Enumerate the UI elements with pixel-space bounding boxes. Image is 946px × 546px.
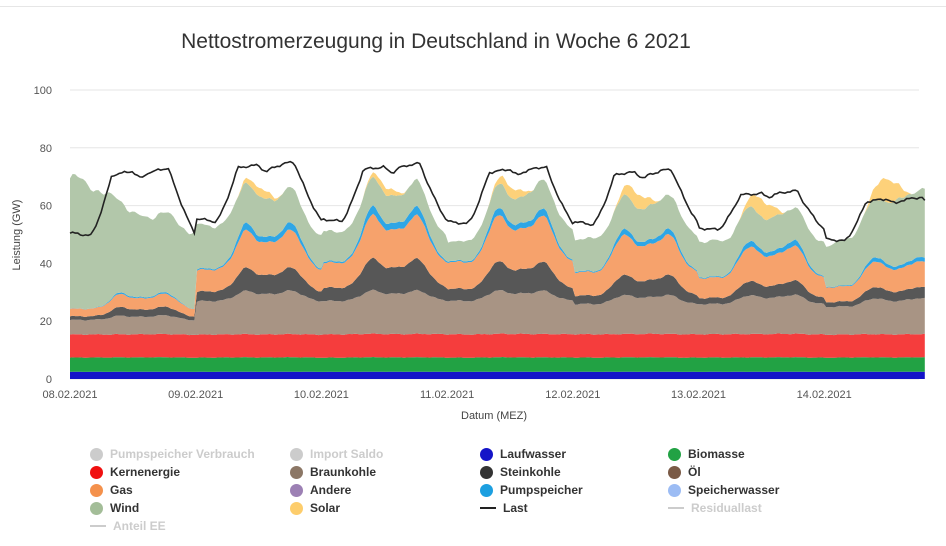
legend-item-speicherwasser[interactable]: Speicherwasser [668, 481, 779, 499]
legend-label: Biomasse [688, 447, 745, 461]
area-laufwasser [70, 371, 925, 379]
x-tick-label: 11.02.2021 [420, 389, 474, 401]
area-steinkohle [70, 257, 925, 321]
legend-label: Pumpspeicher [500, 483, 583, 497]
legend-label: Speicherwasser [688, 483, 780, 497]
legend-label: Steinkohle [500, 465, 561, 479]
area-gas [70, 213, 925, 317]
legend-label: Residuallast [691, 501, 762, 515]
y-tick-label: 100 [34, 85, 52, 97]
dot-marker-icon [480, 447, 493, 461]
x-tick-label: 14.02.2021 [797, 389, 852, 401]
legend-item-solar[interactable]: Solar [290, 499, 340, 517]
legend-label: Gas [110, 483, 133, 497]
y-tick-label: 80 [40, 143, 52, 155]
x-tick-label: 13.02.2021 [671, 389, 726, 401]
line-marker-icon [90, 525, 106, 527]
y-tick-label: 0 [46, 374, 52, 386]
legend-label: Import Saldo [310, 447, 384, 461]
legend-item-gas[interactable]: Gas [90, 481, 133, 499]
legend-label: Last [503, 501, 528, 515]
legend-item-biomasse[interactable]: Biomasse [668, 445, 745, 463]
chart: Nettostromerzeugung in Deutschland in Wo… [11, 30, 926, 422]
top-border [0, 6, 946, 7]
legend-item-kernenergie[interactable]: Kernenergie [90, 463, 180, 481]
dot-marker-icon [90, 465, 103, 479]
legend-label: Pumpspeicher Verbrauch [110, 447, 255, 461]
legend-item-laufwasser[interactable]: Laufwasser [480, 445, 566, 463]
legend-item-andere[interactable]: Andere [290, 481, 351, 499]
legend-item-anteil-ee[interactable]: Anteil EE [90, 517, 166, 535]
dot-marker-icon [480, 465, 493, 479]
dot-marker-icon [290, 501, 303, 515]
y-tick-label: 20 [40, 316, 52, 328]
dot-marker-icon [668, 465, 681, 479]
legend-label: Kernenergie [110, 465, 181, 479]
legend-item-braunkohle[interactable]: Braunkohle [290, 463, 376, 481]
area-kernenergie [70, 333, 925, 358]
dot-marker-icon [668, 447, 681, 461]
area-wind [70, 174, 925, 310]
x-tick-label: 09.02.2021 [168, 389, 223, 401]
last-line [69, 160, 926, 243]
stacked-areas [70, 172, 925, 379]
x-tick-label: 10.02.2021 [294, 389, 349, 401]
legend-item-residuallast[interactable]: Residuallast [668, 499, 762, 517]
legend-item-oel[interactable]: Öl [668, 463, 701, 481]
x-axis: 08.02.2021 09.02.2021 10.02.2021 11.02.2021… [42, 389, 851, 401]
dot-marker-icon [90, 483, 103, 497]
legend-label: Braunkohle [310, 465, 377, 479]
dot-marker-icon [668, 483, 681, 497]
dot-marker-icon [480, 483, 493, 497]
y-axis: 0 20 40 60 80 100 [34, 85, 52, 386]
line-marker-icon [480, 507, 496, 509]
legend-item-steinkohle[interactable]: Steinkohle [480, 463, 561, 481]
legend-item-wind[interactable]: Wind [90, 499, 139, 517]
x-tick-label: 12.02.2021 [545, 389, 600, 401]
dot-marker-icon [290, 465, 303, 479]
legend-item-last[interactable]: Last [480, 499, 528, 517]
legend-label: Andere [310, 483, 352, 497]
line-marker-icon [668, 507, 684, 509]
legend: Pumpspeicher Verbrauch Import Saldo Laufwa… [90, 445, 850, 535]
legend-label: Öl [688, 465, 701, 479]
area-braunkohle [70, 289, 925, 336]
legend-label: Anteil EE [113, 519, 166, 533]
x-axis-label: Datum (MEZ) [461, 410, 527, 422]
y-tick-label: 40 [40, 258, 52, 270]
dot-marker-icon [290, 447, 303, 461]
legend-item-pumpspeicher[interactable]: Pumpspeicher [480, 481, 583, 499]
legend-label: Solar [310, 501, 341, 515]
y-tick-label: 60 [40, 201, 52, 213]
legend-label: Wind [110, 501, 140, 515]
dot-marker-icon [290, 483, 303, 497]
last-line-group [69, 160, 926, 243]
y-axis-label: Leistung (GW) [11, 200, 23, 271]
chart-title: Nettostromerzeugung in Deutschland in Wo… [181, 30, 691, 53]
area-biomasse [70, 357, 925, 372]
legend-item-import-saldo[interactable]: Import Saldo [290, 445, 383, 463]
dot-marker-icon [90, 447, 103, 461]
legend-item-pumpspeicher-verbrauch[interactable]: Pumpspeicher Verbrauch [90, 445, 255, 463]
dot-marker-icon [90, 501, 103, 515]
area-pumpspeicher [70, 205, 925, 310]
legend-label: Laufwasser [500, 447, 567, 461]
x-tick-label: 08.02.2021 [42, 389, 97, 401]
